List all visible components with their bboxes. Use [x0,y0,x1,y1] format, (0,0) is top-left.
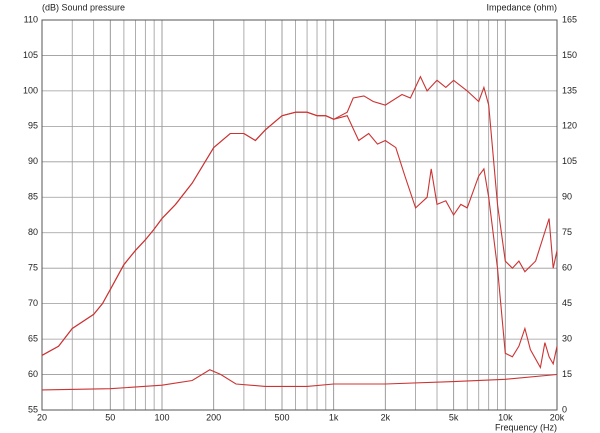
series-line [41,75,558,356]
x-tick-label: 20 [37,412,47,422]
series-line [41,111,558,370]
y2-tick-label: 60 [562,263,572,273]
y2-tick-label: 30 [562,333,572,343]
y-tick-label: 75 [28,263,38,273]
y-tick-label: 90 [28,156,38,166]
y2-tick-label: 75 [562,227,572,237]
x-tick-label: 10k [498,412,513,422]
y2-tick-label: 135 [562,85,577,95]
x-tick-label: 200 [206,412,221,422]
y2-axis-label: Impedance (ohm) [486,2,557,12]
y2-tick-label: 105 [562,156,577,166]
y2-tick-label: 15 [562,369,572,379]
x-tick-label: 2k [381,412,391,422]
x-tick-label: 1k [329,412,339,422]
x-tick-label: 100 [154,412,169,422]
x-tick-label: 5k [449,412,459,422]
y2-tick-label: 45 [562,298,572,308]
y-tick-label: 105 [23,50,38,60]
y2-tick-label: 90 [562,192,572,202]
y-tick-label: 110 [24,14,38,24]
y-tick-label: 70 [28,298,38,308]
y-axis-label: (dB) Sound pressure [42,2,125,12]
x-axis-label: Frequency (Hz) [495,422,557,432]
y-tick-label: 80 [28,227,38,237]
y-tick-label: 95 [28,121,38,131]
y-tick-label: 55 [28,404,38,414]
x-tick-label: 50 [105,412,115,422]
y-tick-label: 65 [28,333,38,343]
y2-tick-label: 0 [562,404,567,414]
y2-tick-label: 165 [562,14,577,24]
y2-tick-label: 120 [562,121,577,131]
plot-frame [41,19,558,411]
x-tick-label: 500 [274,412,289,422]
y2-tick-label: 150 [562,50,577,60]
series-line [41,369,558,391]
y-tick-label: 100 [23,85,38,95]
y-tick-label: 60 [28,369,38,379]
x-tick-label: 20k [550,412,565,422]
y-tick-label: 85 [28,192,38,202]
